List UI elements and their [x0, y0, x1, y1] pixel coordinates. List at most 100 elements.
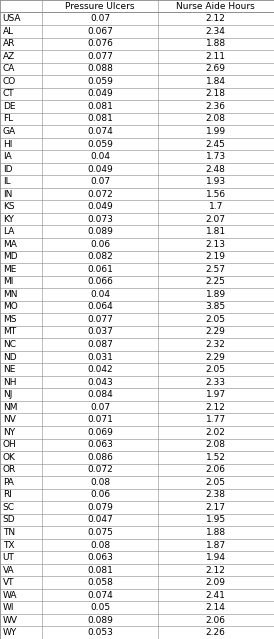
- Bar: [0, 100, 274, 112]
- Bar: [0, 88, 274, 100]
- Text: 0.059: 0.059: [87, 139, 113, 148]
- Text: 3.85: 3.85: [206, 302, 226, 311]
- Text: 0.079: 0.079: [87, 503, 113, 512]
- Bar: [0, 112, 274, 125]
- Text: 0.074: 0.074: [87, 127, 113, 136]
- Bar: [0, 201, 274, 213]
- Text: 0.089: 0.089: [87, 616, 113, 625]
- Text: 2.07: 2.07: [206, 215, 226, 224]
- Bar: [0, 451, 274, 463]
- Text: 0.042: 0.042: [87, 365, 113, 374]
- Text: 2.41: 2.41: [206, 590, 226, 599]
- Bar: [0, 12, 274, 25]
- Bar: [0, 188, 274, 201]
- Text: 0.067: 0.067: [87, 27, 113, 36]
- Text: 1.88: 1.88: [206, 39, 226, 49]
- Text: 1.56: 1.56: [206, 190, 226, 199]
- Text: 2.06: 2.06: [206, 465, 226, 474]
- Text: 2.13: 2.13: [206, 240, 226, 249]
- Bar: [0, 313, 274, 326]
- Text: DE: DE: [3, 102, 15, 111]
- Text: SC: SC: [3, 503, 15, 512]
- Text: CO: CO: [3, 77, 16, 86]
- Text: 0.064: 0.064: [87, 302, 113, 311]
- Text: 0.072: 0.072: [87, 465, 113, 474]
- Text: 2.69: 2.69: [206, 65, 226, 73]
- Text: 2.57: 2.57: [206, 265, 226, 274]
- Text: UT: UT: [3, 553, 15, 562]
- Text: 0.08: 0.08: [90, 541, 110, 550]
- Text: PA: PA: [3, 478, 14, 487]
- Text: 2.08: 2.08: [206, 440, 226, 449]
- Bar: [0, 138, 274, 150]
- Text: 2.05: 2.05: [206, 315, 226, 324]
- Text: NH: NH: [3, 378, 16, 387]
- Bar: [0, 626, 274, 639]
- Text: Pressure Ulcers: Pressure Ulcers: [65, 2, 135, 11]
- Bar: [0, 551, 274, 564]
- Text: MD: MD: [3, 252, 17, 261]
- Bar: [0, 401, 274, 413]
- Text: 2.12: 2.12: [206, 14, 226, 23]
- Text: 0.076: 0.076: [87, 39, 113, 49]
- Text: 2.19: 2.19: [206, 252, 226, 261]
- Text: 2.38: 2.38: [206, 490, 226, 500]
- Bar: [0, 163, 274, 175]
- Text: 0.061: 0.061: [87, 265, 113, 274]
- Text: 1.89: 1.89: [206, 290, 226, 299]
- Text: 0.047: 0.047: [87, 516, 113, 525]
- Text: 1.94: 1.94: [206, 553, 226, 562]
- Text: 1.84: 1.84: [206, 77, 226, 86]
- Text: 0.066: 0.066: [87, 277, 113, 286]
- Text: IL: IL: [3, 177, 10, 186]
- Text: 0.081: 0.081: [87, 566, 113, 574]
- Text: 0.089: 0.089: [87, 227, 113, 236]
- Text: 0.074: 0.074: [87, 590, 113, 599]
- Text: KY: KY: [3, 215, 14, 224]
- Bar: [0, 226, 274, 238]
- Text: 0.07: 0.07: [90, 177, 110, 186]
- Bar: [0, 250, 274, 263]
- Text: 0.07: 0.07: [90, 403, 110, 412]
- Text: GA: GA: [3, 127, 16, 136]
- Text: MA: MA: [3, 240, 17, 249]
- Text: IN: IN: [3, 190, 12, 199]
- Text: 2.02: 2.02: [206, 427, 226, 436]
- Text: 0.08: 0.08: [90, 478, 110, 487]
- Text: NE: NE: [3, 365, 15, 374]
- Bar: [0, 338, 274, 351]
- Bar: [0, 263, 274, 275]
- Text: MI: MI: [3, 277, 13, 286]
- Text: 0.04: 0.04: [90, 152, 110, 161]
- Text: 2.32: 2.32: [206, 340, 226, 349]
- Text: 2.18: 2.18: [206, 89, 226, 98]
- Text: 2.09: 2.09: [206, 578, 226, 587]
- Text: 0.063: 0.063: [87, 553, 113, 562]
- Text: AR: AR: [3, 39, 15, 49]
- Bar: [0, 150, 274, 163]
- Text: VA: VA: [3, 566, 14, 574]
- Text: 1.93: 1.93: [206, 177, 226, 186]
- Text: 0.077: 0.077: [87, 52, 113, 61]
- Text: TX: TX: [3, 541, 14, 550]
- Text: 0.053: 0.053: [87, 628, 113, 637]
- Text: RI: RI: [3, 490, 12, 500]
- Text: 2.48: 2.48: [206, 165, 226, 174]
- Text: 0.07: 0.07: [90, 14, 110, 23]
- Text: HI: HI: [3, 139, 12, 148]
- Text: 0.059: 0.059: [87, 77, 113, 86]
- Text: MT: MT: [3, 328, 16, 337]
- Bar: [0, 301, 274, 313]
- Bar: [0, 351, 274, 364]
- Text: WY: WY: [3, 628, 17, 637]
- Text: 1.95: 1.95: [206, 516, 226, 525]
- Text: 0.088: 0.088: [87, 65, 113, 73]
- Text: ME: ME: [3, 265, 16, 274]
- Text: OK: OK: [3, 453, 16, 462]
- Text: KS: KS: [3, 202, 14, 211]
- Bar: [0, 564, 274, 576]
- Bar: [0, 389, 274, 401]
- Text: WI: WI: [3, 603, 14, 612]
- Bar: [0, 376, 274, 389]
- Bar: [0, 288, 274, 301]
